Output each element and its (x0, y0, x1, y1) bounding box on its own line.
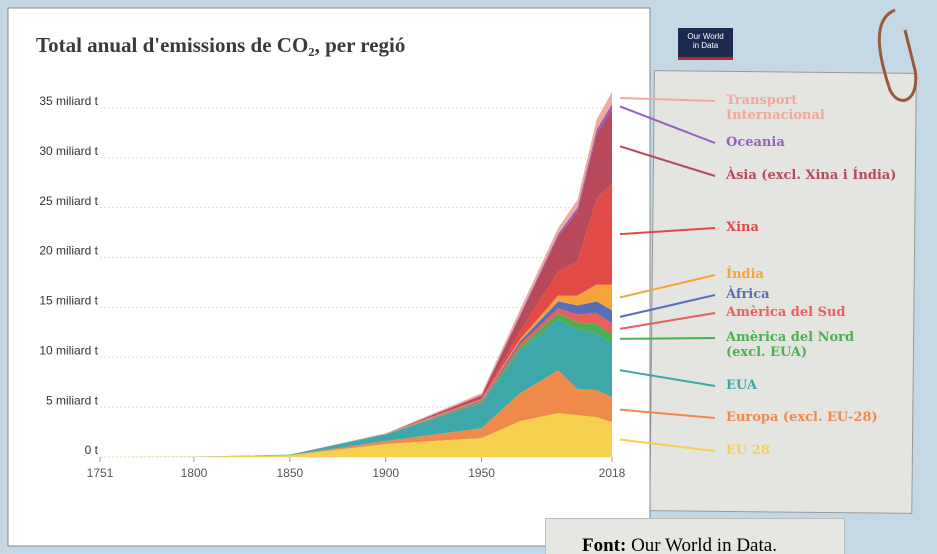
series-label: Índia (726, 267, 911, 282)
x-tick-label: 1751 (87, 466, 114, 480)
series-label: Oceania (726, 135, 911, 150)
y-tick-label: 15 miliard t (39, 294, 98, 308)
y-tick-label: 30 miliard t (39, 144, 98, 158)
series-label: EU 28 (726, 443, 911, 458)
chart-title: Total anual d'emissions de CO₂, per regi… (36, 33, 405, 57)
series-label: Xina (726, 220, 911, 235)
x-tick-label: 1900 (372, 466, 399, 480)
x-tick-label: 1850 (276, 466, 303, 480)
source-label: Font: (582, 535, 626, 554)
x-tick-label: 2018 (599, 466, 626, 480)
series-label: Amèrica del Sud (726, 305, 911, 320)
source-text: Our World in Data. (631, 535, 777, 554)
series-label: Àfrica (726, 287, 911, 302)
y-tick-label: 0 t (85, 443, 99, 457)
y-tick-label: 25 miliard t (39, 194, 98, 208)
x-tick-label: 1950 (468, 466, 495, 480)
y-tick-label: 20 miliard t (39, 244, 98, 258)
y-tick-label: 10 miliard t (39, 343, 98, 357)
y-tick-label: 5 miliard t (46, 393, 99, 407)
logo: Our World in Data (678, 29, 733, 57)
logo-text: Our World in Data (678, 29, 733, 50)
y-tick-label: 35 miliard t (39, 94, 98, 108)
page: Total anual d'emissions de CO₂, per regi… (0, 0, 937, 554)
series-label: Àsia (excl. Xina i Índia) (726, 168, 911, 183)
series-label: EUA (726, 378, 911, 393)
x-tick-label: 1800 (181, 466, 208, 480)
series-label: Europa (excl. EU-28) (726, 410, 911, 425)
series-label: Transport Internacional (726, 93, 856, 123)
leader-line (620, 338, 715, 339)
logo-bar (678, 57, 733, 60)
series-label: Amèrica del Nord (excl. EUA) (726, 330, 876, 360)
source: Font: Our World in Data. (545, 518, 845, 554)
